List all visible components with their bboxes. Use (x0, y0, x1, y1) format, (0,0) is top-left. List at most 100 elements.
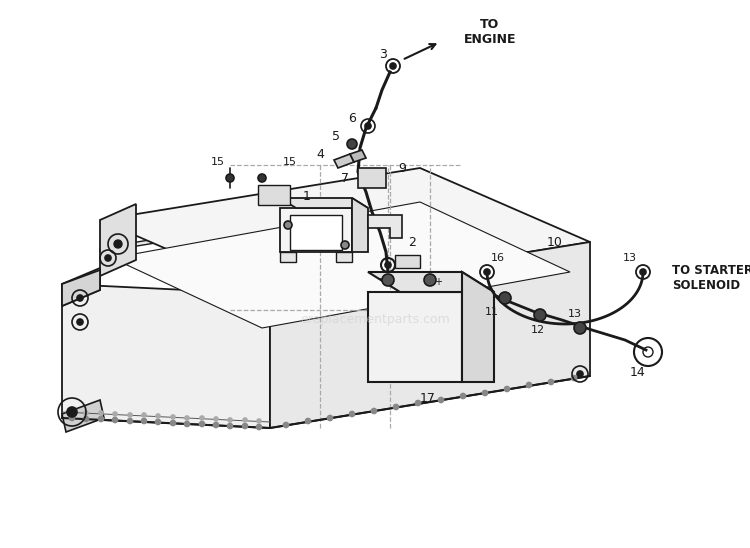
Polygon shape (280, 198, 368, 208)
Text: 9: 9 (398, 162, 406, 174)
Circle shape (226, 174, 234, 182)
Circle shape (70, 410, 74, 414)
Circle shape (256, 425, 262, 430)
Circle shape (185, 416, 189, 420)
Circle shape (99, 411, 103, 415)
Circle shape (382, 274, 394, 286)
Circle shape (385, 262, 391, 268)
Circle shape (184, 421, 190, 426)
Polygon shape (62, 268, 100, 306)
Circle shape (105, 255, 111, 261)
Circle shape (257, 419, 261, 423)
Polygon shape (100, 168, 590, 294)
Circle shape (83, 416, 88, 421)
Polygon shape (290, 215, 342, 250)
Polygon shape (280, 208, 352, 252)
Circle shape (128, 419, 133, 424)
Circle shape (577, 371, 583, 377)
Circle shape (227, 424, 232, 429)
Circle shape (284, 423, 289, 427)
Polygon shape (280, 252, 296, 262)
Circle shape (305, 419, 310, 424)
Circle shape (424, 274, 436, 286)
Circle shape (242, 424, 248, 429)
Text: 4: 4 (316, 149, 324, 162)
Text: 1: 1 (303, 191, 311, 203)
Polygon shape (395, 255, 420, 268)
Text: 17: 17 (420, 391, 436, 404)
Circle shape (484, 269, 490, 275)
Circle shape (572, 375, 577, 380)
Circle shape (200, 421, 205, 426)
Circle shape (112, 418, 118, 423)
Circle shape (534, 309, 546, 321)
Text: 13: 13 (568, 309, 582, 319)
Circle shape (328, 415, 332, 420)
Polygon shape (358, 168, 386, 188)
Circle shape (394, 404, 398, 409)
Polygon shape (368, 272, 494, 292)
Text: 7: 7 (341, 172, 349, 185)
Polygon shape (462, 272, 494, 382)
Polygon shape (336, 252, 352, 262)
Text: 2: 2 (408, 236, 416, 248)
Circle shape (439, 397, 443, 402)
Circle shape (77, 295, 83, 301)
Text: TO
ENGINE: TO ENGINE (464, 18, 516, 46)
Circle shape (170, 420, 176, 425)
Circle shape (416, 401, 421, 406)
Text: 5: 5 (332, 129, 340, 142)
Text: 3: 3 (379, 48, 387, 60)
Polygon shape (62, 400, 104, 432)
Text: 6: 6 (348, 111, 356, 124)
Circle shape (142, 419, 146, 424)
Circle shape (284, 221, 292, 229)
Circle shape (114, 240, 122, 248)
Polygon shape (270, 242, 590, 428)
Circle shape (482, 391, 488, 396)
Circle shape (113, 412, 117, 416)
Polygon shape (112, 202, 570, 328)
Circle shape (574, 322, 586, 334)
Circle shape (214, 423, 218, 427)
Circle shape (70, 415, 74, 420)
Polygon shape (350, 150, 366, 162)
Text: 14: 14 (630, 366, 646, 379)
Circle shape (200, 416, 204, 420)
Circle shape (371, 408, 376, 414)
Text: -: - (378, 273, 382, 283)
Polygon shape (334, 154, 354, 168)
Polygon shape (368, 292, 462, 382)
Text: TO STARTER
SOLENOID: TO STARTER SOLENOID (672, 264, 750, 292)
Circle shape (128, 413, 132, 417)
Circle shape (67, 407, 77, 417)
Polygon shape (100, 204, 136, 276)
Circle shape (171, 415, 175, 419)
Circle shape (98, 416, 104, 421)
Polygon shape (60, 200, 620, 420)
Text: 11: 11 (485, 307, 499, 317)
Polygon shape (100, 196, 420, 252)
Circle shape (341, 241, 349, 249)
Text: 15: 15 (211, 157, 225, 167)
Circle shape (526, 383, 532, 387)
Polygon shape (258, 185, 290, 205)
Circle shape (548, 380, 554, 385)
Circle shape (460, 393, 466, 398)
Polygon shape (368, 215, 402, 238)
Circle shape (347, 139, 357, 149)
Circle shape (77, 319, 83, 325)
Polygon shape (62, 270, 100, 306)
Text: 12: 12 (531, 325, 545, 335)
Circle shape (499, 292, 511, 304)
Circle shape (258, 174, 266, 182)
Text: +: + (434, 277, 442, 287)
Circle shape (640, 269, 646, 275)
Text: 15: 15 (283, 157, 297, 167)
Circle shape (505, 386, 509, 391)
Circle shape (350, 412, 355, 416)
Text: 8: 8 (401, 254, 409, 266)
Text: 16: 16 (491, 253, 505, 263)
Text: ereplacementparts.com: ereplacementparts.com (300, 313, 450, 327)
Text: 13: 13 (623, 253, 637, 263)
